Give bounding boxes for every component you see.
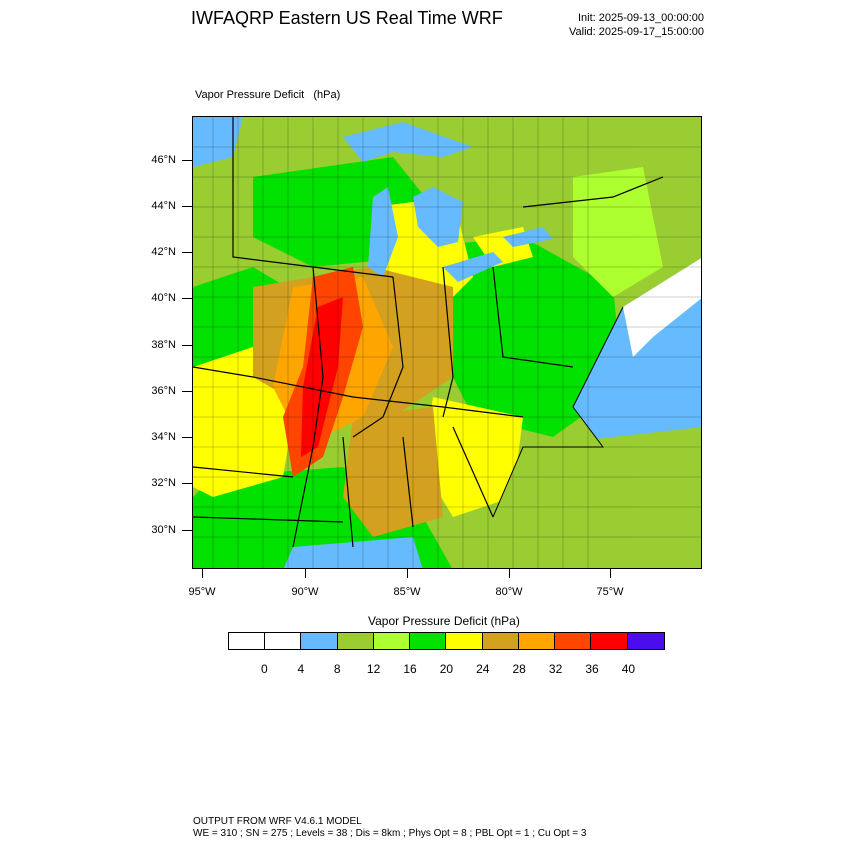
colorbar-label: 8: [333, 662, 341, 676]
plot-title: IWFAQRP Eastern US Real Time WRF: [191, 8, 503, 28]
lon-tick: [407, 569, 408, 578]
lon-tick: [509, 569, 510, 578]
lat-tick: [182, 160, 192, 161]
valid-time: Valid: 2025-09-17_15:00:00: [569, 26, 704, 38]
lat-label-30n: 30°N: [151, 524, 176, 536]
lat-tick: [182, 298, 192, 299]
water-nw: [193, 117, 243, 167]
lat-tick: [182, 530, 192, 531]
colorbar-swatch: [555, 633, 592, 649]
lat-tick: [182, 391, 192, 392]
model-info-line1: OUTPUT FROM WRF V4.6.1 MODEL: [193, 816, 362, 827]
atlantic-offshore: [493, 427, 701, 568]
lon-tick: [202, 569, 203, 578]
colorbar-swatch: [446, 633, 483, 649]
colorbar-label: 24: [476, 662, 490, 676]
colorbar-label: 4: [297, 662, 305, 676]
lat-tick: [182, 345, 192, 346]
lat-label-32n: 32°N: [151, 477, 176, 489]
colorbar-label: 20: [439, 662, 454, 676]
lat-tick: [182, 206, 192, 207]
lat-label-38n: 38°N: [151, 339, 176, 351]
colorbar-label: 0: [261, 662, 268, 676]
lon-label-90w: 90°W: [291, 586, 319, 598]
lat-label-40n: 40°N: [151, 292, 176, 304]
colorbar-swatch: [482, 633, 519, 649]
lat-label-34n: 34°N: [151, 431, 176, 443]
field-label: Vapor Pressure Deficit (hPa): [195, 89, 341, 101]
colorbar-label: 28: [512, 662, 526, 676]
colorbar-label: 40: [621, 662, 636, 676]
lat-label-44n: 44°N: [151, 200, 176, 212]
lat-tick: [182, 252, 192, 253]
coastline: [492, 306, 624, 518]
init-time: Init: 2025-09-13_00:00:00: [578, 12, 704, 24]
colorbar-label: 36: [585, 662, 599, 676]
colorbar-label: 12: [366, 662, 381, 676]
county-borders: [193, 117, 701, 568]
vpd-zone-brown-south: [343, 407, 443, 537]
lake-superior: [343, 122, 473, 162]
lon-label-75w: 75°W: [596, 586, 624, 598]
lon-label-80w: 80°W: [495, 586, 523, 598]
lat-label-42n: 42°N: [151, 246, 176, 258]
lon-tick: [610, 569, 611, 578]
lon-label-85w: 85°W: [393, 586, 421, 598]
colorbar-swatch: [627, 633, 664, 649]
vpd-zone-yellow-se: [423, 397, 523, 517]
legend-title: Vapor Pressure Deficit (hPa): [368, 614, 520, 628]
lat-tick: [182, 483, 192, 484]
colorbar-label: 16: [403, 662, 417, 676]
lake-michigan: [368, 187, 398, 277]
colorbar-swatch: [265, 633, 302, 649]
colorbar-swatch: [301, 633, 338, 649]
lat-tick: [182, 437, 192, 438]
lat-label-36n: 36°N: [151, 385, 176, 397]
model-info-line2: WE = 310 ; SN = 275 ; Levels = 38 ; Dis …: [193, 828, 587, 839]
colorbar-label: 32: [548, 662, 563, 676]
lon-tick: [305, 569, 306, 578]
colorbar-swatch: [229, 633, 266, 649]
vpd-map-canvas: [193, 117, 701, 568]
colorbar-swatch: [337, 633, 374, 649]
gulf-of-mexico: [283, 537, 423, 568]
colorbar-swatch: [518, 633, 556, 649]
colorbar-swatch: [591, 633, 628, 649]
lat-label-46n: 46°N: [151, 154, 176, 166]
colorbar: [228, 632, 665, 650]
vpd-map: [192, 116, 702, 569]
no-data-region: [623, 258, 701, 357]
lon-label-95w: 95°W: [188, 586, 216, 598]
colorbar-swatch: [373, 633, 411, 649]
colorbar-swatch: [410, 633, 447, 649]
